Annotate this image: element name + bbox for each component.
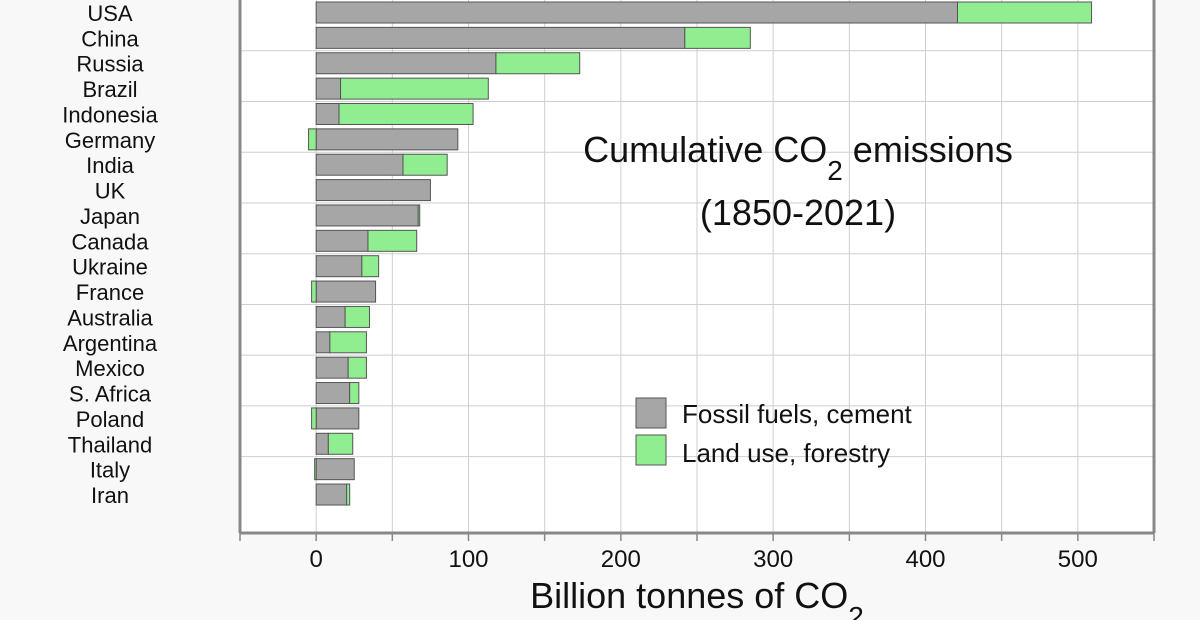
bar-fossil-china	[315, 26, 686, 49]
country-label: Germany	[65, 128, 155, 153]
x-axis-title: Billion tonnes of CO2	[530, 575, 864, 620]
country-label: Italy	[90, 458, 130, 483]
country-label: India	[86, 153, 134, 178]
country-labels: USAChinaRussiaBrazilIndonesiaGermanyIndi…	[62, 1, 158, 508]
bar-landuse-mexico	[347, 356, 367, 379]
chart-title-line1: Cumulative CO2 emissions	[583, 129, 1013, 186]
bar-landuse-russia	[495, 52, 581, 75]
country-label: China	[81, 26, 139, 51]
bar-landuse-brazil	[340, 77, 489, 100]
axis-ticks	[239, 533, 1155, 541]
x-tick-label: 500	[1058, 546, 1098, 573]
legend-swatch-fossil	[635, 397, 667, 429]
bar-fossil-indonesia	[315, 102, 340, 125]
bar-landuse-germany	[308, 128, 317, 151]
bar-landuse-usa	[956, 1, 1093, 24]
bar-landuse-thailand	[327, 432, 354, 455]
country-label: Indonesia	[62, 102, 158, 127]
chart-title-line2: (1850-2021)	[700, 192, 896, 233]
bar-fossil-brazil	[315, 77, 342, 100]
bar-fossil-italy	[315, 458, 355, 481]
bar-fossil-iran	[315, 483, 348, 506]
country-label: Thailand	[68, 432, 152, 457]
legend-swatch-landuse	[635, 434, 667, 466]
bar-landuse-france	[311, 280, 317, 303]
x-tick-labels: 0 100 200 300 400 500	[309, 546, 1097, 573]
x-tick-label: 0	[309, 546, 322, 573]
bar-landuse-australia	[344, 305, 370, 328]
bar-landuse-iran	[346, 483, 351, 506]
country-label: Mexico	[75, 356, 145, 381]
country-label: Canada	[71, 229, 149, 254]
country-label: USA	[87, 1, 133, 26]
bar-landuse-italy	[314, 458, 317, 481]
legend-label-fossil: Fossil fuels, cement	[682, 399, 913, 429]
bar-landuse-s-africa	[349, 382, 360, 405]
country-label: Argentina	[63, 331, 158, 356]
country-label: Iran	[91, 483, 129, 508]
bar-fossil-ukraine	[315, 255, 363, 278]
bar-fossil-india	[315, 153, 404, 176]
country-label: UK	[95, 179, 126, 204]
bar-fossil-france	[315, 280, 377, 303]
country-label: Russia	[76, 52, 144, 77]
country-label: France	[76, 280, 144, 305]
country-label: Brazil	[82, 77, 137, 102]
country-label: Ukraine	[72, 255, 148, 280]
legend: Fossil fuels, cement Land use, forestry	[635, 397, 913, 468]
country-label: Australia	[67, 305, 153, 330]
bar-fossil-japan	[315, 204, 419, 227]
x-tick-label: 300	[753, 546, 793, 573]
bar-landuse-ukraine	[361, 255, 380, 278]
bar-landuse-poland	[311, 407, 317, 430]
bar-fossil-uk	[315, 179, 431, 202]
x-tick-label: 200	[601, 546, 641, 573]
bar-fossil-argentina	[315, 331, 331, 354]
bar-landuse-japan	[417, 204, 421, 227]
bar-fossil-russia	[315, 52, 497, 75]
bar-fossil-usa	[315, 1, 958, 24]
x-tick-label: 400	[905, 546, 945, 573]
legend-label-landuse: Land use, forestry	[682, 438, 890, 468]
bar-fossil-poland	[315, 407, 360, 430]
bar-landuse-argentina	[329, 331, 367, 354]
bar-fossil-mexico	[315, 356, 349, 379]
bar-landuse-indonesia	[338, 102, 474, 125]
x-tick-label: 100	[448, 546, 488, 573]
bar-fossil-australia	[315, 305, 346, 328]
bar-landuse-canada	[367, 229, 418, 252]
country-label: S. Africa	[69, 382, 152, 407]
bar-landuse-china	[684, 26, 751, 49]
bar-fossil-canada	[315, 229, 369, 252]
bars	[308, 1, 1093, 506]
country-label: Japan	[80, 204, 140, 229]
bar-fossil-thailand	[315, 432, 329, 455]
bar-fossil-germany	[315, 128, 459, 151]
bar-fossil-s-africa	[315, 382, 351, 405]
country-label: Poland	[76, 407, 145, 432]
bar-landuse-india	[402, 153, 448, 176]
